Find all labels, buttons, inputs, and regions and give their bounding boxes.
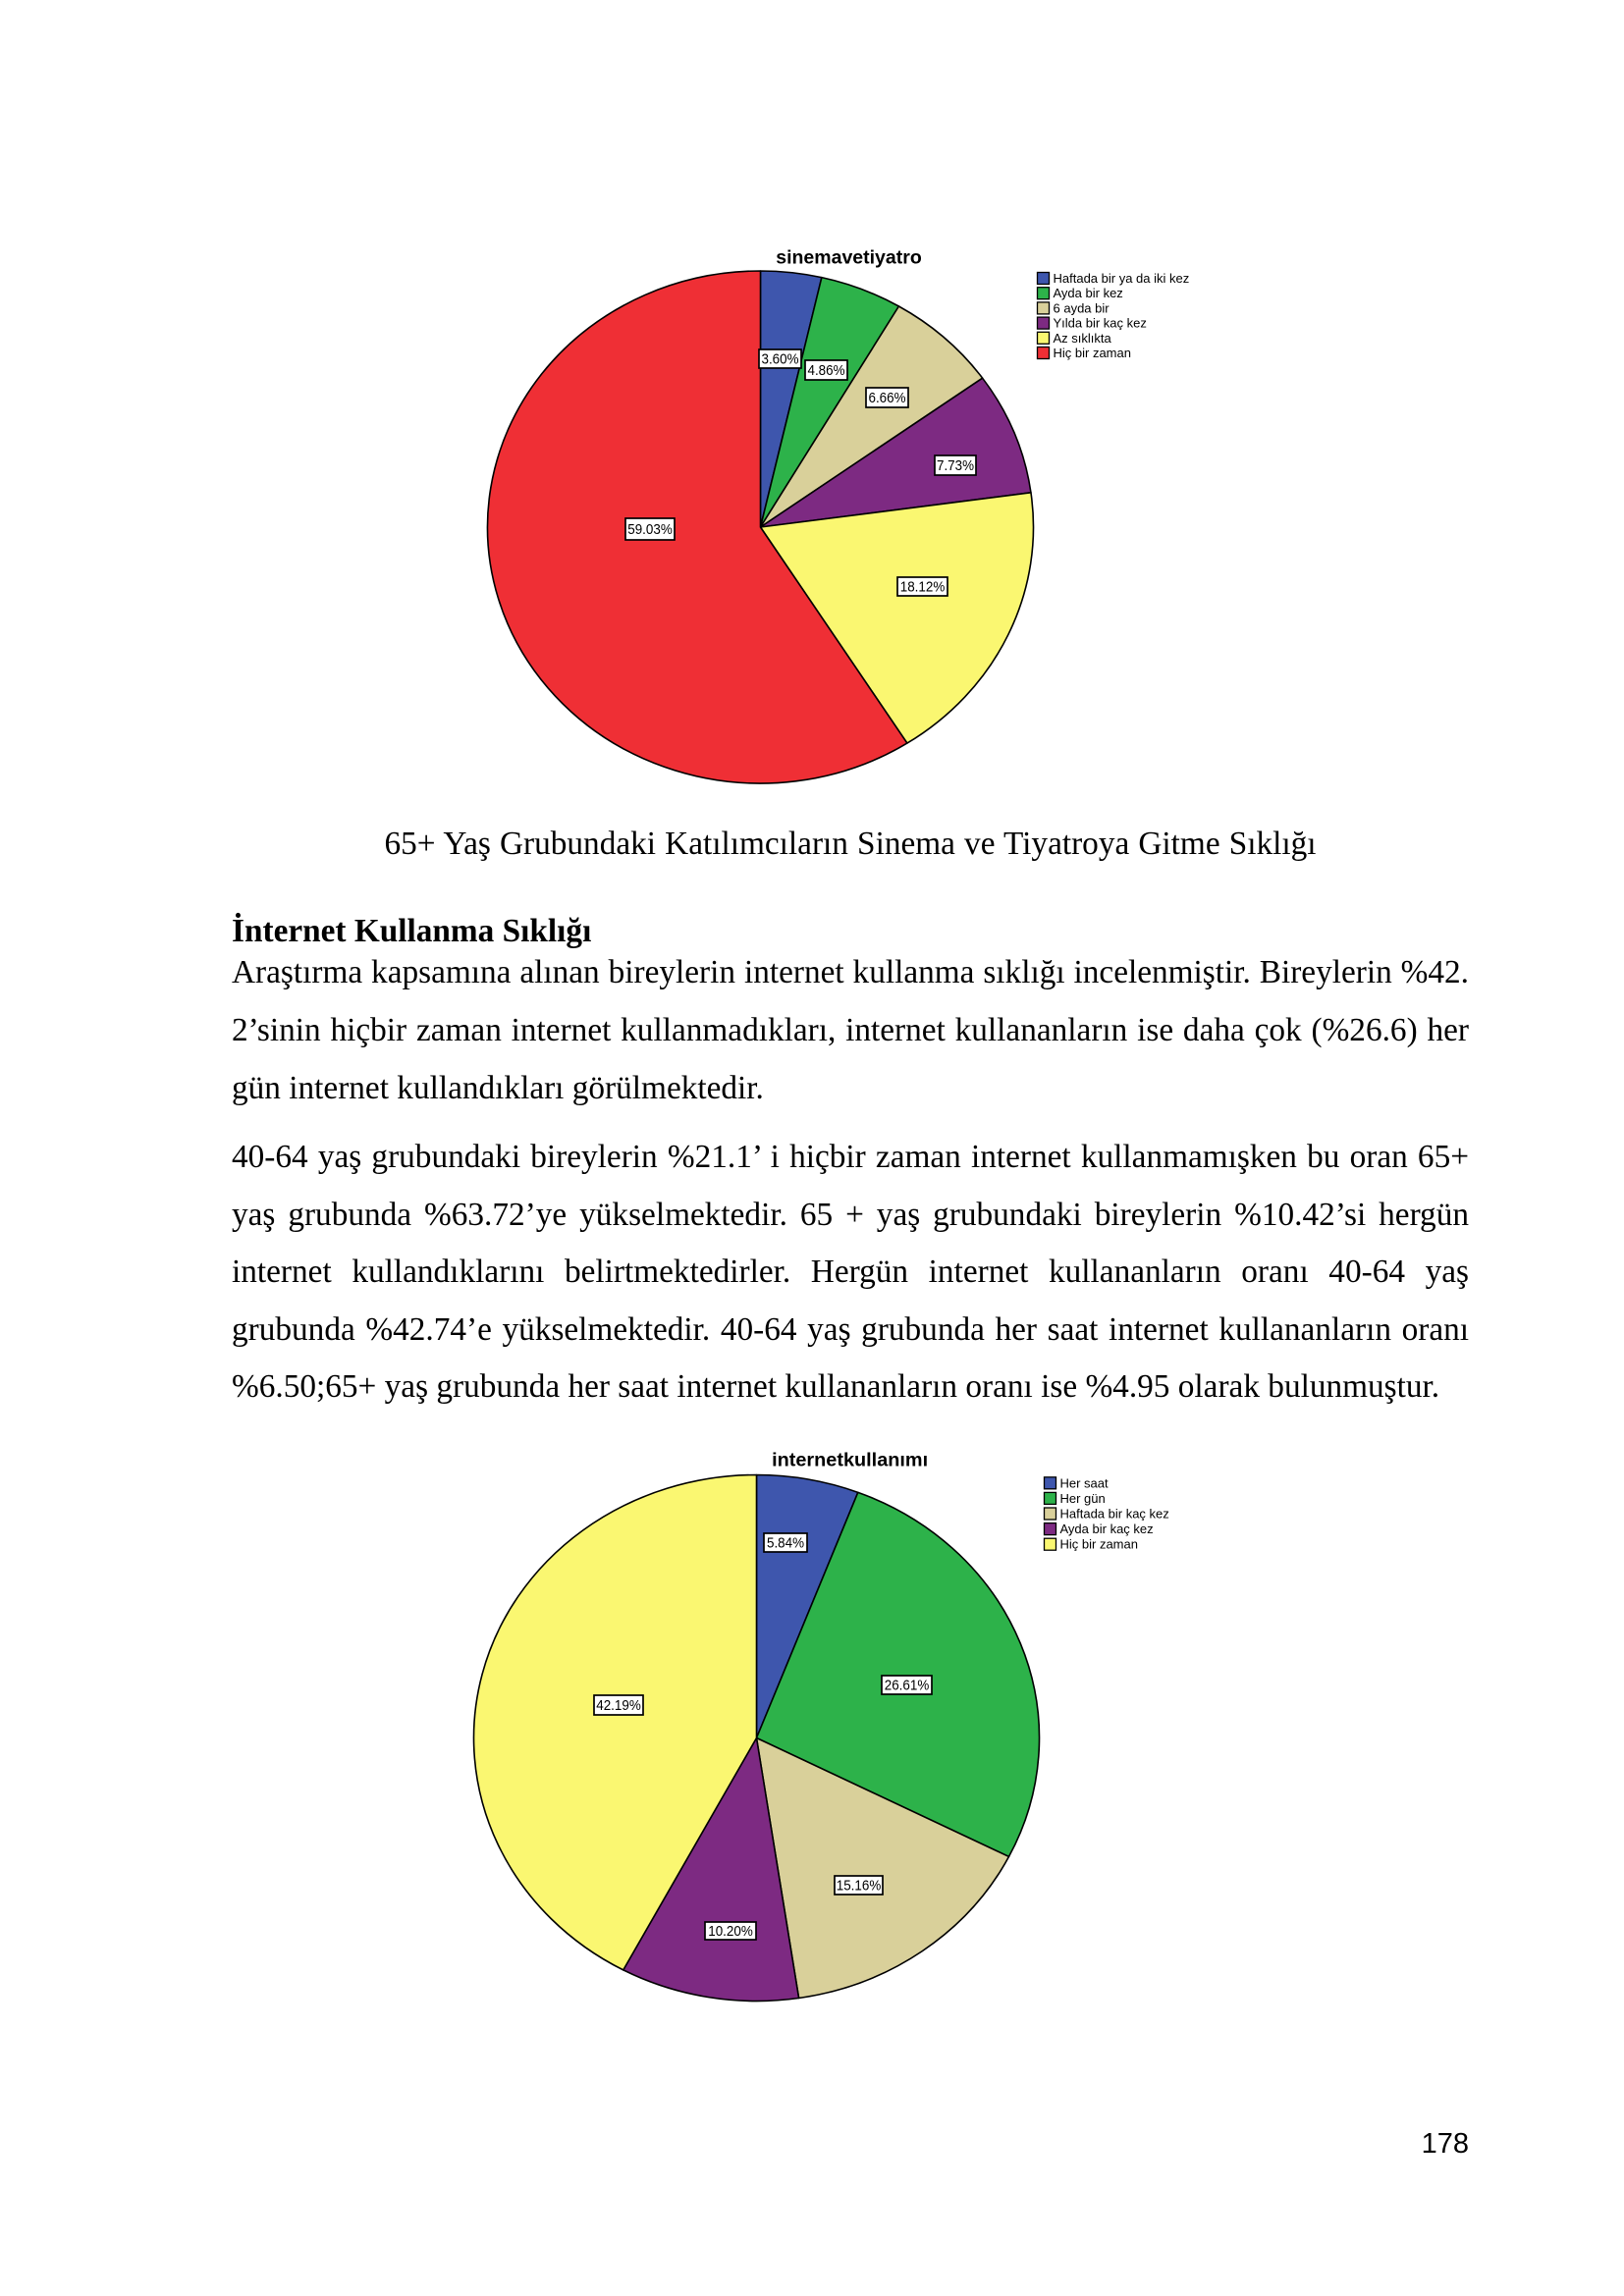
svg-text:3.60%: 3.60% (762, 351, 799, 368)
svg-text:Haftada bir ya da iki kez: Haftada bir ya da iki kez (1054, 271, 1190, 286)
svg-text:6.66%: 6.66% (869, 390, 906, 406)
svg-text:internetkullanımı: internetkullanımı (772, 1450, 928, 1471)
svg-text:18.12%: 18.12% (900, 579, 946, 596)
svg-text:Ayda bir kez: Ayda bir kez (1054, 286, 1123, 300)
svg-text:sinemavetiyatro: sinemavetiyatro (776, 247, 922, 269)
svg-text:15.16%: 15.16% (837, 1878, 882, 1895)
svg-text:Az sıklıkta: Az sıklıkta (1054, 331, 1112, 346)
svg-text:6 ayda bir: 6 ayda bir (1054, 300, 1110, 315)
svg-text:Ayda bir kaç kez: Ayda bir kaç kez (1060, 1522, 1154, 1536)
svg-text:Hiç bir zaman: Hiç bir zaman (1054, 346, 1131, 360)
svg-text:42.19%: 42.19% (596, 1697, 641, 1714)
svg-text:Yılda bir kaç kez: Yılda bir kaç kez (1054, 316, 1147, 331)
svg-text:59.03%: 59.03% (627, 521, 673, 538)
svg-text:Haftada bir kaç kez: Haftada bir kaç kez (1060, 1507, 1169, 1522)
svg-text:26.61%: 26.61% (885, 1678, 930, 1694)
svg-text:Hiç bir zaman: Hiç bir zaman (1060, 1537, 1138, 1552)
svg-text:4.86%: 4.86% (808, 362, 845, 379)
svg-text:10.20%: 10.20% (708, 1923, 753, 1940)
svg-text:7.73%: 7.73% (937, 457, 974, 474)
svg-text:5.84%: 5.84% (767, 1535, 804, 1552)
svg-text:Her gün: Her gün (1060, 1491, 1106, 1506)
svg-text:Her saat: Her saat (1060, 1475, 1110, 1490)
